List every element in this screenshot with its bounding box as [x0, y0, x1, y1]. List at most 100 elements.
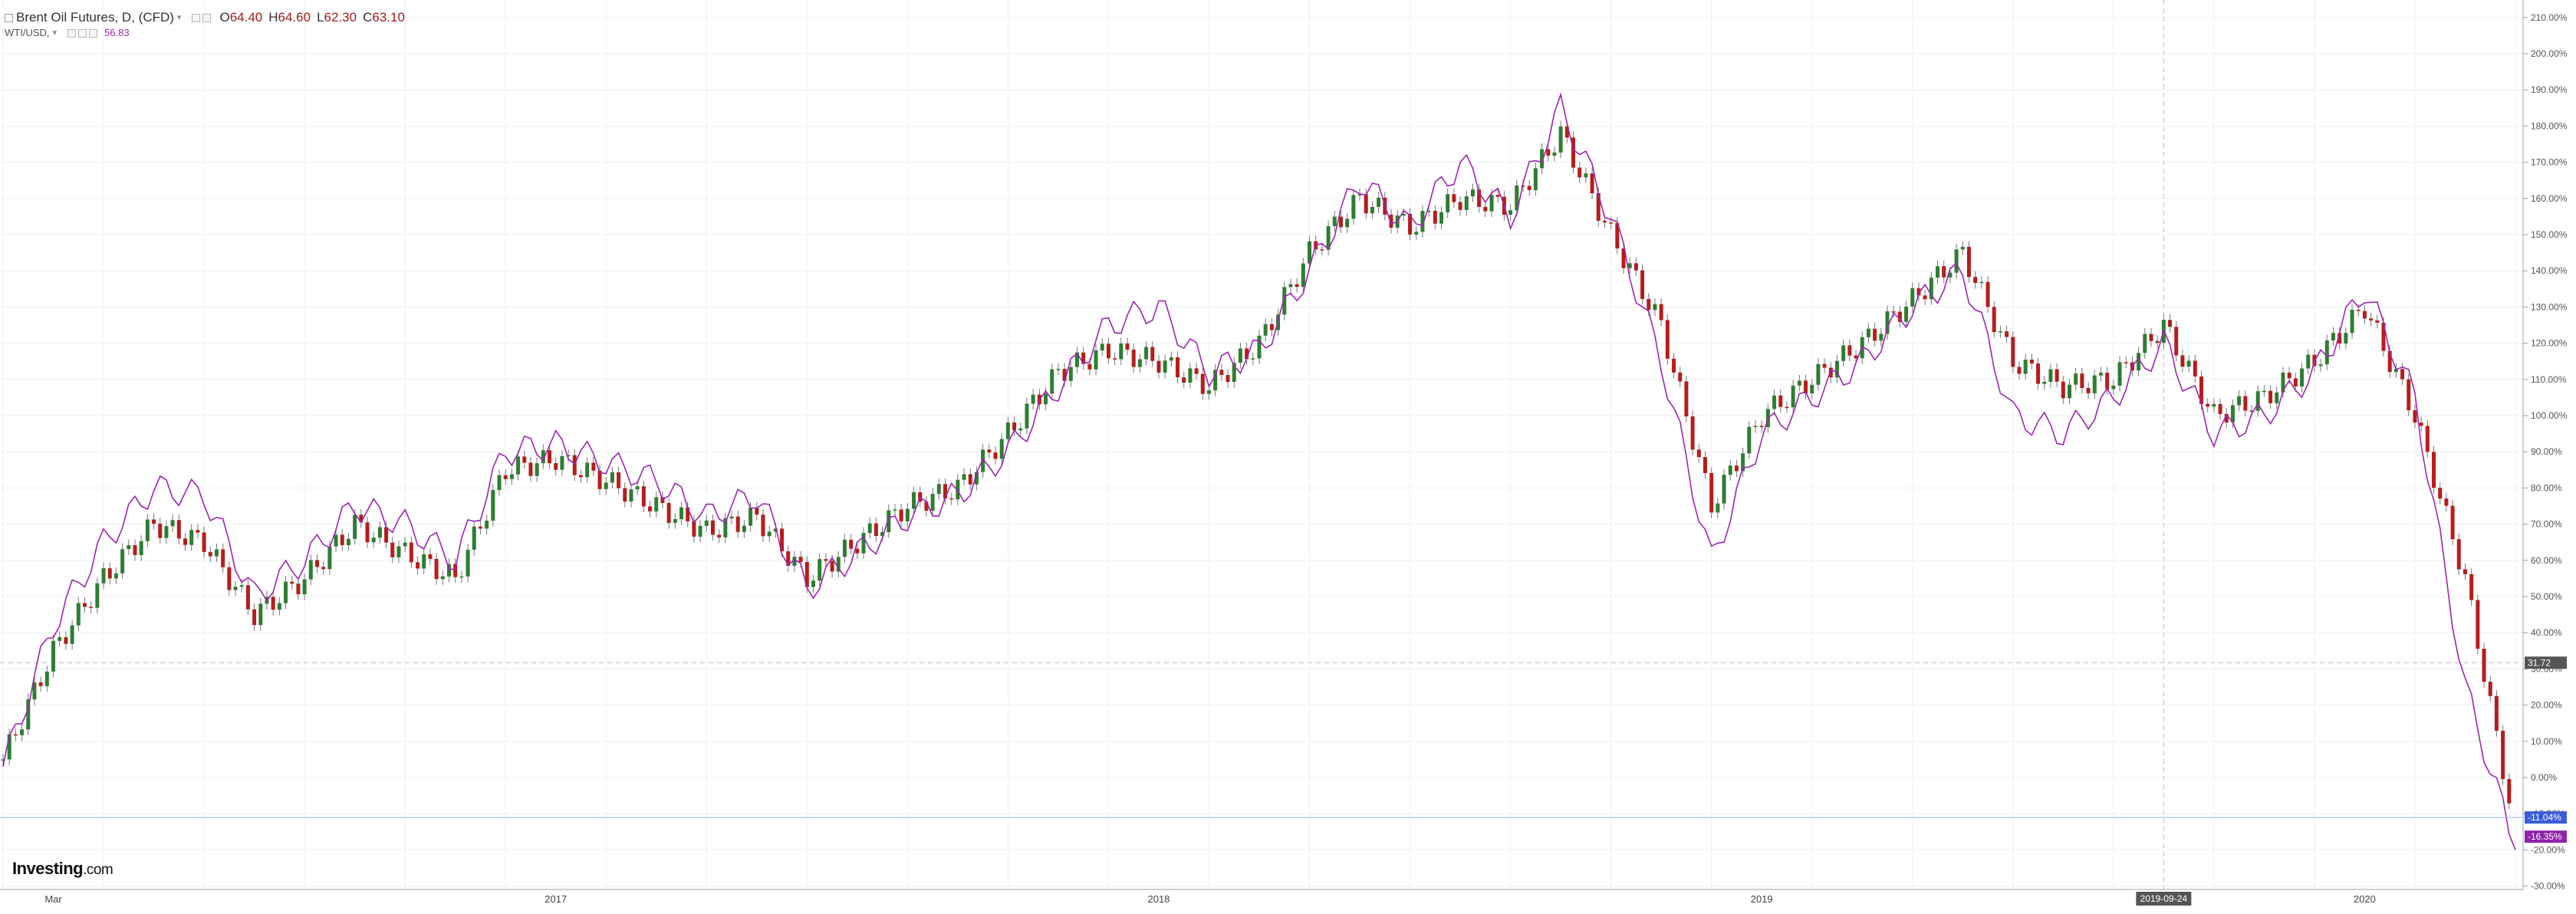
candle-down: [158, 523, 163, 538]
candle-up: [2042, 382, 2047, 384]
candle-down: [2193, 360, 2197, 377]
y-tick-label: 200.00%: [2531, 48, 2568, 59]
compare-hide-icon[interactable]: [78, 28, 87, 38]
candle-down: [824, 559, 828, 561]
compare-remove-icon[interactable]: [89, 28, 98, 38]
candle-down: [1615, 222, 1620, 249]
candle-up: [1470, 189, 1475, 197]
candle-up: [485, 520, 489, 529]
candle-down: [1012, 422, 1017, 431]
candle-down: [2425, 426, 2430, 452]
candle-up: [1238, 348, 1242, 363]
candle-down: [1452, 194, 1456, 202]
y-tick-label: 70.00%: [2531, 519, 2562, 530]
candle-up: [1351, 195, 1356, 219]
candle-down: [82, 603, 87, 607]
candle-up: [1741, 453, 1745, 472]
candle-down: [968, 474, 972, 485]
candle-up: [1414, 232, 1419, 235]
candle-down: [899, 509, 903, 521]
candle-down: [1483, 206, 1488, 212]
low-key: L: [317, 10, 324, 25]
candle-down: [2105, 373, 2110, 390]
candle-up: [1263, 324, 1268, 336]
candle-down: [384, 527, 389, 543]
series-line-wti: [2, 92, 2516, 850]
candle-down: [64, 637, 68, 644]
investing-logo: Investing.com: [12, 859, 114, 879]
candle-up: [1772, 395, 1777, 409]
candle-up: [1515, 185, 1519, 211]
candle-down: [2061, 381, 2065, 399]
candle-up: [1552, 152, 1557, 156]
y-tick-label: -20.00%: [2531, 844, 2565, 855]
x-tick-label: Mar: [44, 893, 62, 905]
candle-down: [1778, 395, 1783, 407]
candle-down: [2011, 337, 2015, 367]
candle-up: [403, 542, 407, 547]
candle-up: [1439, 212, 1444, 224]
y-tick-label: 150.00%: [2531, 229, 2568, 240]
candle-up: [1308, 241, 1312, 264]
candle-down: [133, 545, 137, 555]
candle-up: [2048, 369, 2053, 383]
candle-up: [1558, 126, 1563, 153]
y-tick-label: 170.00%: [2531, 157, 2568, 168]
candle-down: [1225, 375, 1230, 383]
settings-icon[interactable]: [192, 13, 201, 22]
candle-down: [1150, 347, 1155, 361]
candle-up: [2237, 396, 2242, 406]
candle-up: [258, 603, 263, 626]
candle-down: [623, 488, 627, 502]
candle-up: [1232, 363, 1236, 383]
candle-down: [1785, 406, 1789, 409]
candle-down: [1609, 222, 1614, 224]
compare-symbol[interactable]: WTI/USD,: [5, 27, 50, 38]
y-tick-label: -30.00%: [2531, 881, 2565, 892]
compare-settings-icon[interactable]: [67, 28, 77, 38]
candle-up: [2324, 340, 2329, 365]
candle-down: [1200, 373, 1205, 394]
candle-up: [2098, 373, 2103, 376]
candle-up: [2350, 310, 2354, 334]
candle-up: [371, 538, 376, 543]
candle-down: [340, 534, 344, 545]
wti-last-value-bg: [2525, 830, 2567, 843]
chevron-down-icon[interactable]: ▾: [176, 13, 182, 22]
candle-up: [535, 463, 539, 476]
candle-down: [2124, 362, 2128, 363]
compare-chevron-icon[interactable]: ▾: [52, 28, 58, 38]
candle-up: [1904, 306, 1909, 322]
candle-up: [120, 549, 125, 574]
candle-down: [1113, 358, 1117, 360]
candle-up: [861, 533, 866, 554]
candle-up: [353, 515, 357, 539]
candle-up: [566, 455, 571, 457]
candle-up: [2318, 364, 2323, 367]
candle-down: [453, 564, 458, 577]
candle-up: [1791, 385, 1795, 408]
candle-down: [1973, 277, 1978, 284]
candle-down: [1477, 189, 1482, 207]
candle-up: [1653, 304, 1657, 311]
candle-up: [1031, 394, 1035, 404]
x-tick-label: 2020: [2354, 893, 2376, 905]
candle-up: [2117, 362, 2122, 386]
x-tick-label: 2018: [1147, 893, 1170, 905]
candle-up: [2068, 384, 2072, 399]
candle-up: [2262, 390, 2266, 393]
candle-up: [139, 541, 143, 555]
candle-up: [1169, 357, 1173, 361]
candle-down: [359, 515, 364, 523]
candle-down: [924, 501, 929, 511]
candle-up: [1401, 213, 1406, 216]
candle-down: [2293, 378, 2298, 386]
collapse-icon[interactable]: [5, 13, 13, 22]
hide-icon[interactable]: [202, 13, 212, 22]
legend-symbol[interactable]: Brent Oil Futures, D, (CFD): [16, 10, 174, 25]
candle-down: [2501, 731, 2505, 780]
candle-up: [1979, 281, 1984, 284]
candle-up: [880, 532, 885, 537]
